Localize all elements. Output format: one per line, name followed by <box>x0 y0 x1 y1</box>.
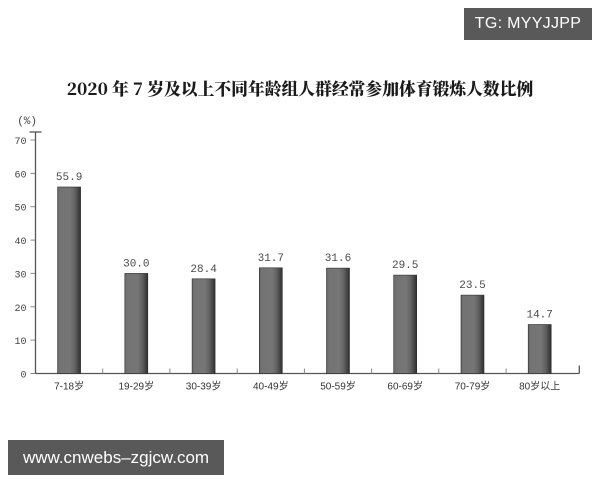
svg-text:14.7: 14.7 <box>526 310 552 322</box>
svg-text:50: 50 <box>14 204 26 215</box>
svg-text:30-39岁: 30-39岁 <box>186 380 222 393</box>
svg-text:30: 30 <box>14 270 26 281</box>
svg-text:40: 40 <box>14 237 26 248</box>
svg-text:19-29岁: 19-29岁 <box>119 380 155 393</box>
svg-text:60-69岁: 60-69岁 <box>387 380 423 393</box>
svg-text:50-59岁: 50-59岁 <box>320 380 356 393</box>
svg-text:40-49岁: 40-49岁 <box>253 380 289 393</box>
svg-text:28.4: 28.4 <box>190 264 217 276</box>
svg-text:31.7: 31.7 <box>258 253 284 265</box>
svg-text:10: 10 <box>14 337 26 348</box>
svg-text:(%): (%) <box>17 116 37 128</box>
svg-text:20: 20 <box>14 304 26 315</box>
svg-text:23.5: 23.5 <box>459 280 485 292</box>
svg-text:7-18岁: 7-18岁 <box>54 380 84 393</box>
svg-text:55.9: 55.9 <box>56 172 82 184</box>
svg-text:30.0: 30.0 <box>123 258 149 270</box>
svg-text:31.6: 31.6 <box>325 253 351 265</box>
svg-text:80岁以上: 80岁以上 <box>519 380 560 393</box>
svg-text:60: 60 <box>14 170 26 181</box>
svg-text:0: 0 <box>20 371 26 382</box>
svg-text:70-79岁: 70-79岁 <box>455 380 491 393</box>
svg-text:29.5: 29.5 <box>392 260 418 272</box>
svg-text:70: 70 <box>14 137 26 148</box>
